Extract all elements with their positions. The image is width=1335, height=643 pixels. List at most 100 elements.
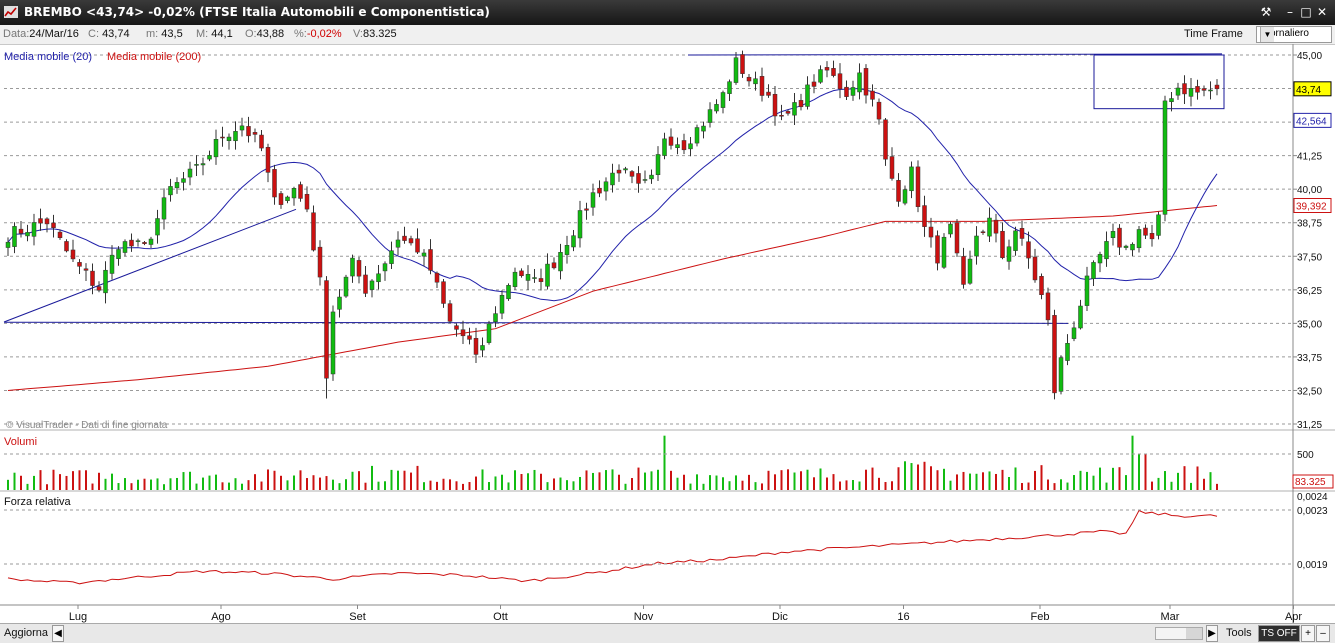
candle	[831, 60, 836, 78]
candle	[818, 65, 823, 84]
volume-bar	[358, 471, 360, 490]
candle	[1078, 299, 1083, 330]
volume-bar	[787, 469, 789, 490]
close-button[interactable]: ✕	[1316, 5, 1328, 19]
candle-body	[850, 87, 856, 96]
candle-body	[662, 138, 667, 156]
candle	[181, 171, 186, 191]
volume-bar	[345, 479, 347, 490]
candle-body	[980, 231, 986, 233]
candle-body	[688, 143, 693, 150]
candle-body	[129, 239, 134, 247]
candle	[291, 186, 297, 206]
candle	[1117, 224, 1122, 255]
volume-bar	[689, 483, 692, 490]
volume-bar	[221, 482, 224, 490]
candle	[961, 247, 966, 289]
candle-body	[31, 222, 37, 237]
candle	[623, 166, 628, 174]
timeframe-select[interactable]: Giornaliero ▼	[1256, 26, 1332, 43]
volume-bar	[1157, 477, 1160, 490]
tools-button[interactable]: Tools	[1226, 627, 1252, 639]
volume-bar	[1092, 475, 1095, 490]
candle-body	[330, 311, 336, 375]
candle	[428, 239, 433, 275]
scroll-right-icon[interactable]: ▶	[1206, 625, 1218, 642]
tools-icon[interactable]: ⚒	[1260, 5, 1272, 19]
zoom-out-icon[interactable]: –	[1316, 625, 1330, 642]
volume-bar	[124, 478, 126, 490]
volume-bar	[826, 477, 828, 490]
candle	[324, 276, 329, 399]
volume-bar	[468, 482, 471, 490]
x-tick-label: Mar	[1161, 611, 1180, 623]
candle-body	[1123, 245, 1129, 248]
candle	[402, 226, 407, 244]
date-info: Data:24/Mar/16	[3, 28, 79, 40]
volume-bar	[949, 480, 952, 490]
candle-body	[441, 281, 446, 304]
bottom-toolbar: Aggiorna ◀ ▶ Tools TS OFF + –	[0, 623, 1335, 643]
chart-app-icon	[4, 6, 18, 18]
ma200-layer	[7, 205, 1218, 391]
volume-bar	[598, 472, 601, 490]
candle-body	[935, 235, 940, 264]
candle-body	[597, 187, 602, 194]
candle	[467, 327, 472, 345]
legend-ma20: Media mobile (20)	[4, 51, 92, 63]
candle	[584, 202, 589, 220]
candle	[616, 164, 622, 182]
price-tick-label: 41,25	[1297, 152, 1322, 163]
volume-bar	[754, 482, 757, 490]
candle	[77, 259, 82, 275]
volume-bar	[423, 482, 425, 490]
volume-bar	[702, 483, 705, 490]
scrollbar-thumb[interactable]	[1156, 628, 1186, 639]
dropdown-arrow-icon[interactable]: ▼	[1260, 27, 1274, 42]
candle	[369, 279, 375, 298]
candle-body	[363, 274, 368, 294]
candle	[558, 243, 563, 280]
candle	[1169, 92, 1174, 112]
volume-bar	[98, 472, 100, 490]
volume-bar	[1053, 483, 1056, 490]
ts-off-button[interactable]: TS OFF	[1258, 625, 1300, 642]
candle-body	[25, 232, 30, 237]
scroll-left-icon[interactable]: ◀	[52, 625, 64, 642]
candle-body	[564, 245, 570, 255]
volume-bar	[215, 474, 217, 490]
volume-bars	[4, 435, 1293, 490]
candle	[811, 74, 817, 94]
open-info: O:43,88	[245, 28, 285, 40]
candle-body	[870, 90, 875, 100]
zoom-in-icon[interactable]: +	[1301, 625, 1315, 642]
chart-scrollbar[interactable]	[1155, 627, 1203, 640]
candle	[252, 128, 258, 143]
volume-bar	[709, 475, 711, 490]
candle	[168, 178, 173, 202]
chart-area[interactable]: 45,0043,7542,5041,2540,0038,7537,5036,25…	[0, 44, 1335, 623]
candle	[649, 169, 654, 184]
candle	[1065, 334, 1070, 366]
candle	[460, 320, 466, 344]
volume-bar	[962, 471, 965, 490]
volume-bar	[137, 479, 139, 490]
candle-body	[694, 127, 700, 144]
volume-bar	[566, 480, 568, 490]
refresh-button[interactable]: Aggiorna	[4, 627, 49, 639]
rs-line	[7, 509, 1218, 585]
candle	[668, 128, 674, 150]
candle	[51, 214, 56, 238]
minimize-button[interactable]: –	[1287, 5, 1293, 19]
candle	[116, 246, 121, 266]
volume-bar	[741, 480, 744, 490]
ma200-last-marker-label: 39,392	[1296, 201, 1327, 212]
volume-bar	[1190, 482, 1192, 490]
candle-body	[675, 144, 680, 148]
maximize-button[interactable]: □	[1300, 5, 1312, 19]
candle-body	[44, 218, 50, 225]
volume-bar	[20, 475, 22, 490]
candle	[863, 64, 869, 104]
candle	[655, 146, 661, 181]
candle-body	[415, 238, 420, 253]
